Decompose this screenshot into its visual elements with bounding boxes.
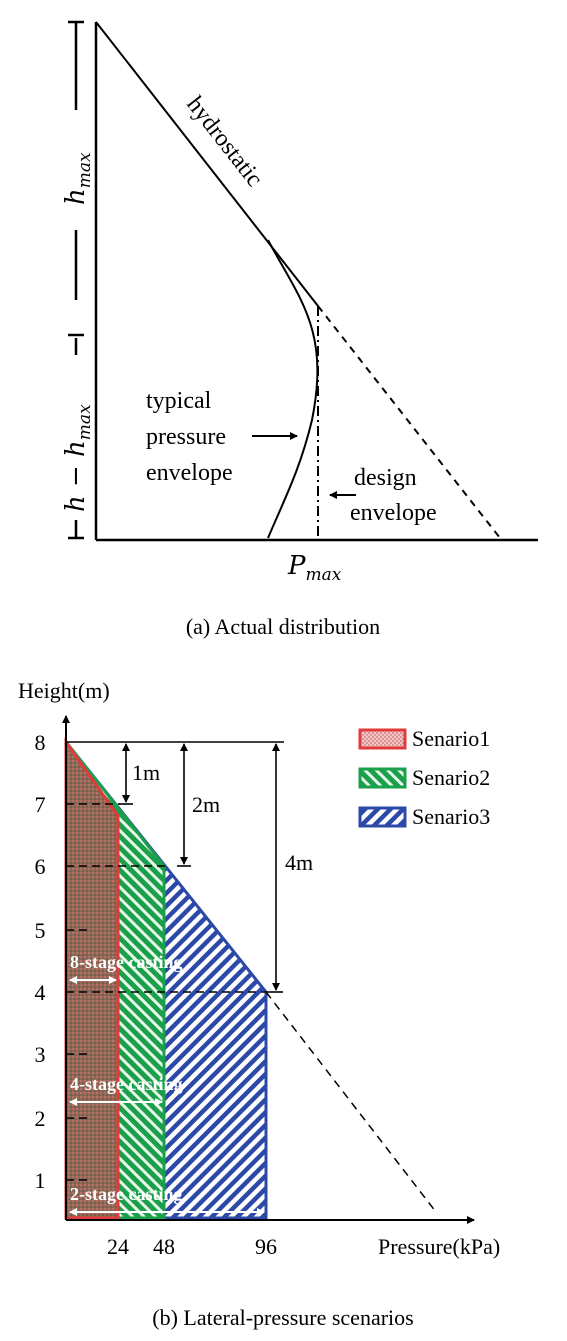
pressure-extension bbox=[265, 991, 437, 1213]
x-ticks: 24 48 96 bbox=[107, 1234, 277, 1259]
dim-1m-label: 1m bbox=[132, 760, 160, 785]
legend-swatch-senario3 bbox=[358, 806, 407, 828]
design-label-2: envelope bbox=[350, 500, 437, 526]
dim-2m-label: 2m bbox=[192, 792, 220, 817]
y-tick-3: 3 bbox=[35, 1042, 46, 1067]
pmax-label: Pmax bbox=[287, 551, 342, 585]
legend-label-senario3: Senario3 bbox=[412, 804, 490, 829]
casting-4-label: 4-stage casting bbox=[70, 1074, 182, 1094]
typical-pressure-curve bbox=[267, 239, 319, 539]
caption-b: (b) Lateral-pressure scenarios bbox=[152, 1305, 413, 1330]
y-axis-title: Height(m) bbox=[18, 678, 110, 703]
height-guides bbox=[66, 803, 272, 1181]
y-tick-7: 7 bbox=[35, 792, 46, 817]
hmax-label: hmax bbox=[61, 152, 95, 205]
x-axis-title: Pressure(kPa) bbox=[378, 1234, 500, 1259]
legend: Senario1 Senario2 Senario3 bbox=[358, 726, 490, 829]
y-tick-8: 8 bbox=[35, 730, 46, 755]
hydrostatic-line bbox=[95, 21, 319, 307]
x-tick-96: 96 bbox=[255, 1234, 277, 1259]
legend-label-senario1: Senario1 bbox=[412, 726, 490, 751]
legend-swatch-senario1 bbox=[358, 728, 407, 750]
panel-a: hmax h − hmax hydrostatic typical pressu… bbox=[61, 20, 538, 639]
casting-2-label: 2-stage casting bbox=[70, 1184, 182, 1204]
y-ticks: 1 2 3 4 5 6 7 8 bbox=[35, 730, 46, 1193]
caption-a: (a) Actual distribution bbox=[186, 614, 380, 639]
panel-b: Height(m) 1 2 3 4 5 6 7 8 bbox=[18, 678, 500, 1330]
hydrostatic-label: hydrostatic bbox=[181, 92, 267, 192]
typical-label-2: pressure bbox=[146, 424, 226, 450]
x-tick-24: 24 bbox=[107, 1234, 129, 1259]
y-tick-5: 5 bbox=[35, 918, 46, 943]
typical-label-3: envelope bbox=[146, 460, 233, 486]
y-tick-1: 1 bbox=[35, 1168, 46, 1193]
dim-4m-label: 4m bbox=[285, 850, 313, 875]
y-tick-6: 6 bbox=[35, 854, 46, 879]
dimension-arrows bbox=[119, 743, 283, 993]
h-minus-hmax-label: h − hmax bbox=[61, 404, 95, 512]
hmax-dimension bbox=[68, 20, 84, 540]
typical-label-1: typical bbox=[146, 388, 212, 414]
y-tick-2: 2 bbox=[35, 1106, 46, 1131]
legend-label-senario2: Senario2 bbox=[412, 765, 490, 790]
design-label-1: design bbox=[354, 465, 417, 491]
legend-swatch-senario2 bbox=[358, 767, 407, 789]
hydrostatic-extension bbox=[317, 305, 501, 539]
y-tick-4: 4 bbox=[35, 980, 46, 1005]
x-tick-48: 48 bbox=[153, 1234, 175, 1259]
casting-8-label: 8-stage casting bbox=[70, 952, 182, 972]
